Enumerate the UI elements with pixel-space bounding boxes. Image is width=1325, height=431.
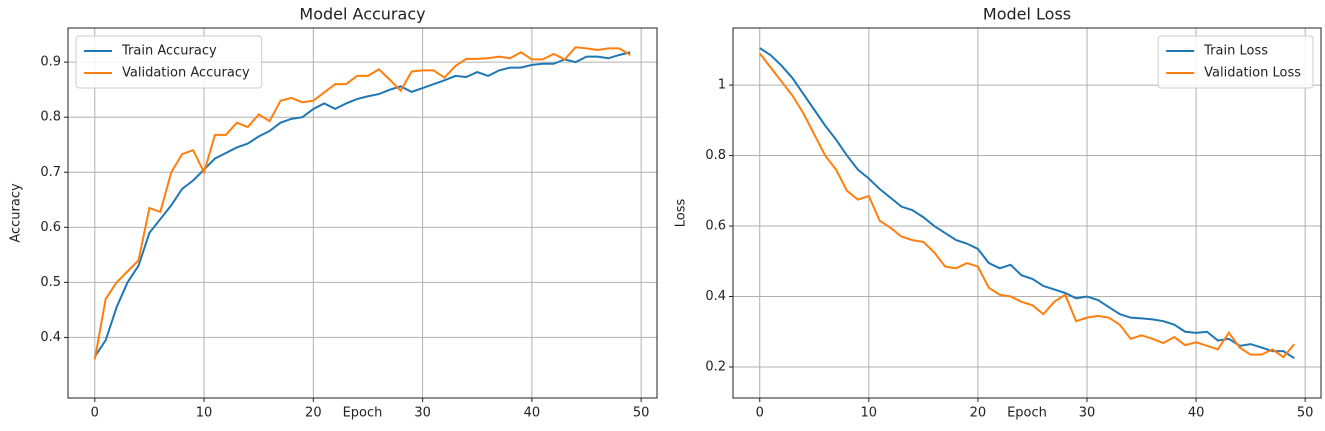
x-tick-label: 20	[305, 406, 322, 421]
legend: Train Loss Validation Loss	[1157, 35, 1314, 89]
x-tick-label: 50	[633, 406, 650, 421]
x-tick-label: 0	[756, 406, 764, 421]
y-tick-label: 0.9	[40, 55, 61, 70]
plot-frame	[67, 27, 658, 399]
y-axis-label: Loss	[674, 199, 689, 228]
x-tick-label: 30	[1079, 406, 1096, 421]
y-tick-label: 0.6	[40, 220, 61, 235]
x-tick-label: 10	[196, 406, 213, 421]
legend-label: Train Accuracy	[121, 44, 217, 59]
x-tick-label: 50	[1297, 406, 1314, 421]
legend-box	[75, 35, 263, 89]
data-line	[93, 51, 631, 358]
y-tick-label: 0.8	[705, 148, 726, 163]
y-axis-label: Accuracy	[9, 183, 24, 243]
plot: 0 10 20 30 40 50 0.2 0.4 0.6 0.8 1 Model Loss Epoch L…	[674, 5, 1322, 421]
y-tick-label: 1	[718, 78, 726, 93]
x-tick-label: 40	[524, 406, 541, 421]
legend: Train Accuracy Validation Accuracy	[75, 35, 263, 89]
x-tick-label: 0	[91, 406, 99, 421]
x-axis-label: Epoch	[1007, 406, 1047, 421]
legend-label: Validation Accuracy	[122, 66, 250, 81]
x-tick-label: 30	[414, 406, 431, 421]
plot-frame	[732, 27, 1322, 399]
y-tick-label: 0.4	[40, 330, 61, 345]
legend-label: Validation Loss	[1204, 66, 1301, 81]
y-tick-label: 0.2	[705, 359, 726, 374]
x-tick-label: 20	[970, 406, 987, 421]
y-tick-label: 0.8	[40, 110, 61, 125]
y-tick-label: 0.4	[705, 289, 726, 304]
y-tick-label: 0.5	[40, 275, 61, 290]
y-tick-label: 0.6	[705, 219, 726, 234]
y-tick-label: 0.7	[40, 165, 61, 180]
chart-title: Model Accuracy	[299, 5, 425, 24]
data-line	[758, 52, 1296, 359]
legend-label: Train Loss	[1203, 44, 1268, 59]
data-line	[93, 46, 631, 360]
x-tick-label: 10	[861, 406, 878, 421]
data-line	[759, 47, 1295, 360]
plot: 0 10 20 30 40 50 0.4 0.5 0.6 0.7 0.8 0.9 Model Accur…	[9, 5, 658, 421]
chart-title: Model Loss	[983, 5, 1071, 24]
x-axis-label: Epoch	[343, 406, 383, 421]
legend-box	[1157, 35, 1314, 89]
x-tick-label: 40	[1188, 406, 1205, 421]
